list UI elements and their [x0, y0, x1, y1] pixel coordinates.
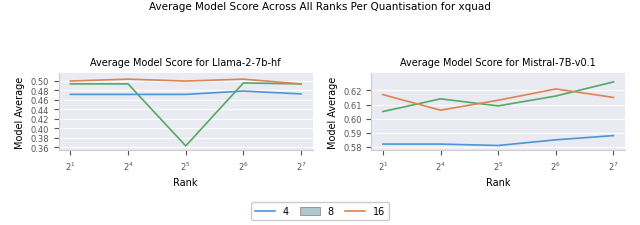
Line: 4: 4 [70, 92, 301, 95]
8 [124, 83, 132, 86]
Legend: 4, 8, 16: 4, 8, 16 [252, 202, 388, 220]
16 [182, 80, 189, 83]
Line: 8: 8 [383, 83, 614, 112]
4 [552, 139, 559, 142]
16 [124, 79, 132, 81]
16 [297, 83, 305, 86]
8 [494, 105, 502, 108]
8 [610, 81, 618, 84]
Line: 16: 16 [70, 80, 301, 85]
Line: 4: 4 [383, 136, 614, 146]
Title: Average Model Score for Llama-2-7b-hf: Average Model Score for Llama-2-7b-hf [90, 58, 281, 68]
8 [67, 83, 74, 86]
16 [67, 80, 74, 83]
16 [436, 109, 444, 112]
4 [436, 143, 444, 146]
Y-axis label: Model Average: Model Average [15, 76, 25, 148]
16 [552, 88, 559, 91]
Y-axis label: Model Average: Model Average [328, 76, 337, 148]
4 [297, 93, 305, 96]
8 [552, 95, 559, 98]
Title: Average Model Score for Mistral-7B-v0.1: Average Model Score for Mistral-7B-v0.1 [400, 58, 596, 68]
Line: 16: 16 [383, 90, 614, 111]
4 [610, 135, 618, 137]
Text: Average Model Score Across All Ranks Per Quantisation for xquad: Average Model Score Across All Ranks Per… [149, 2, 491, 12]
16 [610, 97, 618, 99]
4 [239, 90, 247, 93]
8 [379, 111, 387, 113]
8 [239, 82, 247, 85]
X-axis label: Rank: Rank [173, 178, 198, 188]
4 [124, 94, 132, 96]
4 [67, 94, 74, 96]
16 [379, 94, 387, 97]
16 [239, 79, 247, 81]
Line: 8: 8 [70, 83, 301, 146]
4 [379, 143, 387, 146]
8 [297, 83, 305, 86]
4 [182, 94, 189, 96]
8 [182, 145, 189, 148]
4 [494, 144, 502, 147]
8 [436, 98, 444, 101]
X-axis label: Rank: Rank [486, 178, 511, 188]
16 [494, 99, 502, 102]
